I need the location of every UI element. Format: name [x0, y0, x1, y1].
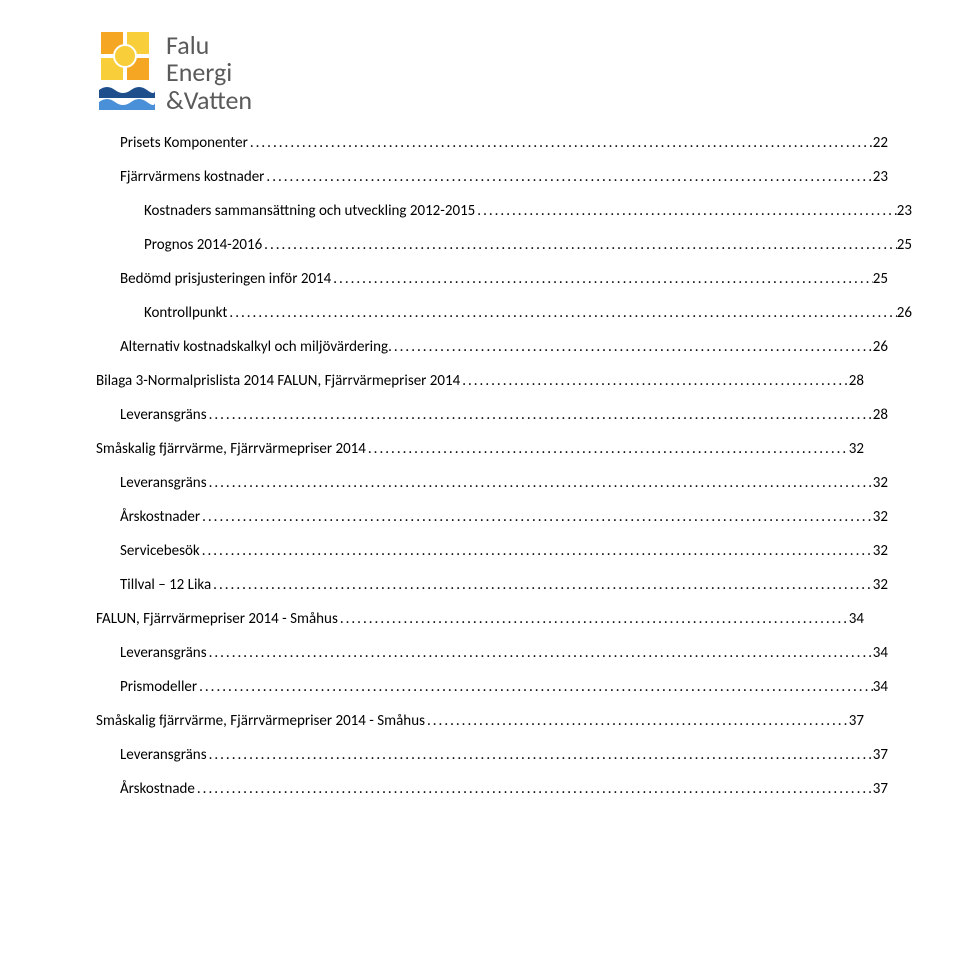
toc-page-number: 34 — [873, 678, 888, 696]
toc-page-number: 26 — [897, 304, 912, 322]
toc-entry: Småskalig fjärrvärme, Fjärrvärmepriser 2… — [96, 440, 864, 458]
toc-label: Leveransgräns — [120, 406, 207, 424]
toc-leader-dots: ........................................… — [262, 236, 897, 254]
toc-label: Kontrollpunkt — [144, 304, 227, 322]
toc-entry: Bedömd prisjusteringen inför 2014.......… — [120, 270, 888, 288]
toc-leader-dots: ........................................… — [338, 610, 849, 628]
toc-entry: Tillval – 12 Lika.......................… — [120, 576, 888, 594]
toc-leader-dots: ........................................… — [207, 644, 873, 662]
document-page: Falu Energi &Vatten Prisets Komponenter.… — [0, 0, 960, 972]
toc-entry: Leveransgräns...........................… — [120, 406, 888, 424]
toc-entry: Bilaga 3-Normalprislista 2014 FALUN, Fjä… — [96, 372, 864, 390]
toc-page-number: 25 — [873, 270, 888, 288]
company-logo: Falu Energi &Vatten — [96, 28, 864, 118]
toc-entry: Kontrollpunkt...........................… — [144, 304, 912, 322]
toc-label: Bilaga 3-Normalprislista 2014 FALUN, Fjä… — [96, 372, 460, 390]
toc-page-number: 32 — [873, 542, 888, 560]
toc-leader-dots: ........................................… — [200, 508, 873, 526]
toc-leader-dots: ........................................… — [207, 746, 873, 764]
toc-page-number: 28 — [849, 372, 864, 390]
toc-label: Prisets Komponenter — [120, 134, 248, 152]
toc-entry: Prisets Komponenter.....................… — [120, 134, 888, 152]
toc-label: Alternativ kostnadskalkyl och miljövärde… — [120, 338, 392, 356]
toc-label: Servicebesök — [120, 542, 200, 560]
logo-text: Falu Energi &Vatten — [166, 28, 252, 114]
toc-leader-dots: ........................................… — [227, 304, 896, 322]
toc-leader-dots: ........................................… — [207, 474, 873, 492]
toc-entry: Årskostnade.............................… — [120, 780, 888, 798]
toc-page-number: 26 — [873, 338, 888, 356]
toc-entry: Prismodeller............................… — [120, 678, 888, 696]
toc-entry: Leveransgräns...........................… — [120, 474, 888, 492]
toc-leader-dots: ........................................… — [366, 440, 849, 458]
toc-entry: Prognos 2014-2016.......................… — [144, 236, 912, 254]
logo-line-1: Falu — [166, 32, 252, 59]
toc-label: Årskostnade — [120, 780, 195, 798]
toc-label: Kostnaders sammansättning och utveckling… — [144, 202, 475, 220]
table-of-contents: Prisets Komponenter.....................… — [96, 134, 864, 798]
toc-page-number: 25 — [897, 236, 912, 254]
toc-label: FALUN, Fjärrvärmepriser 2014 - Småhus — [96, 610, 338, 628]
toc-entry: Fjärrvärmens kostnader..................… — [120, 168, 888, 186]
logo-icon — [96, 28, 156, 118]
toc-page-number: 37 — [873, 746, 888, 764]
toc-leader-dots: ........................................… — [392, 338, 873, 356]
toc-label: Tillval – 12 Lika — [120, 576, 211, 594]
toc-page-number: 28 — [873, 406, 888, 424]
toc-entry: Servicebesök............................… — [120, 542, 888, 560]
toc-page-number: 32 — [873, 474, 888, 492]
toc-leader-dots: ........................................… — [475, 202, 897, 220]
toc-page-number: 37 — [873, 780, 888, 798]
toc-label: Fjärrvärmens kostnader — [120, 168, 264, 186]
toc-leader-dots: ........................................… — [460, 372, 849, 390]
toc-leader-dots: ........................................… — [207, 406, 873, 424]
toc-leader-dots: ........................................… — [200, 542, 873, 560]
toc-label: Prismodeller — [120, 678, 197, 696]
toc-leader-dots: ........................................… — [425, 712, 849, 730]
logo-line-2: Energi — [166, 59, 252, 86]
toc-label: Bedömd prisjusteringen inför 2014 — [120, 270, 331, 288]
toc-page-number: 23 — [897, 202, 912, 220]
toc-leader-dots: ........................................… — [331, 270, 873, 288]
toc-page-number: 22 — [873, 134, 888, 152]
toc-page-number: 34 — [873, 644, 888, 662]
toc-entry: Leveransgräns...........................… — [120, 644, 888, 662]
toc-entry: Årskostnader............................… — [120, 508, 888, 526]
toc-label: Leveransgräns — [120, 644, 207, 662]
toc-entry: FALUN, Fjärrvärmepriser 2014 - Småhus...… — [96, 610, 864, 628]
toc-label: Småskalig fjärrvärme, Fjärrvärmepriser 2… — [96, 712, 425, 730]
toc-page-number: 32 — [873, 508, 888, 526]
toc-label: Småskalig fjärrvärme, Fjärrvärmepriser 2… — [96, 440, 366, 458]
logo-line-3: &Vatten — [166, 87, 252, 114]
toc-leader-dots: ........................................… — [248, 134, 873, 152]
toc-page-number: 32 — [849, 440, 864, 458]
toc-page-number: 37 — [849, 712, 864, 730]
toc-leader-dots: ........................................… — [195, 780, 873, 798]
toc-page-number: 34 — [849, 610, 864, 628]
toc-label: Leveransgräns — [120, 474, 207, 492]
toc-label: Prognos 2014-2016 — [144, 236, 262, 254]
toc-entry: Leveransgräns...........................… — [120, 746, 888, 764]
toc-entry: Alternativ kostnadskalkyl och miljövärde… — [120, 338, 888, 356]
toc-page-number: 32 — [873, 576, 888, 594]
toc-label: Leveransgräns — [120, 746, 207, 764]
toc-entry: Kostnaders sammansättning och utveckling… — [144, 202, 912, 220]
toc-label: Årskostnader — [120, 508, 200, 526]
toc-leader-dots: ........................................… — [197, 678, 873, 696]
toc-leader-dots: ........................................… — [211, 576, 873, 594]
toc-leader-dots: ........................................… — [264, 168, 872, 186]
toc-page-number: 23 — [873, 168, 888, 186]
toc-entry: Småskalig fjärrvärme, Fjärrvärmepriser 2… — [96, 712, 864, 730]
